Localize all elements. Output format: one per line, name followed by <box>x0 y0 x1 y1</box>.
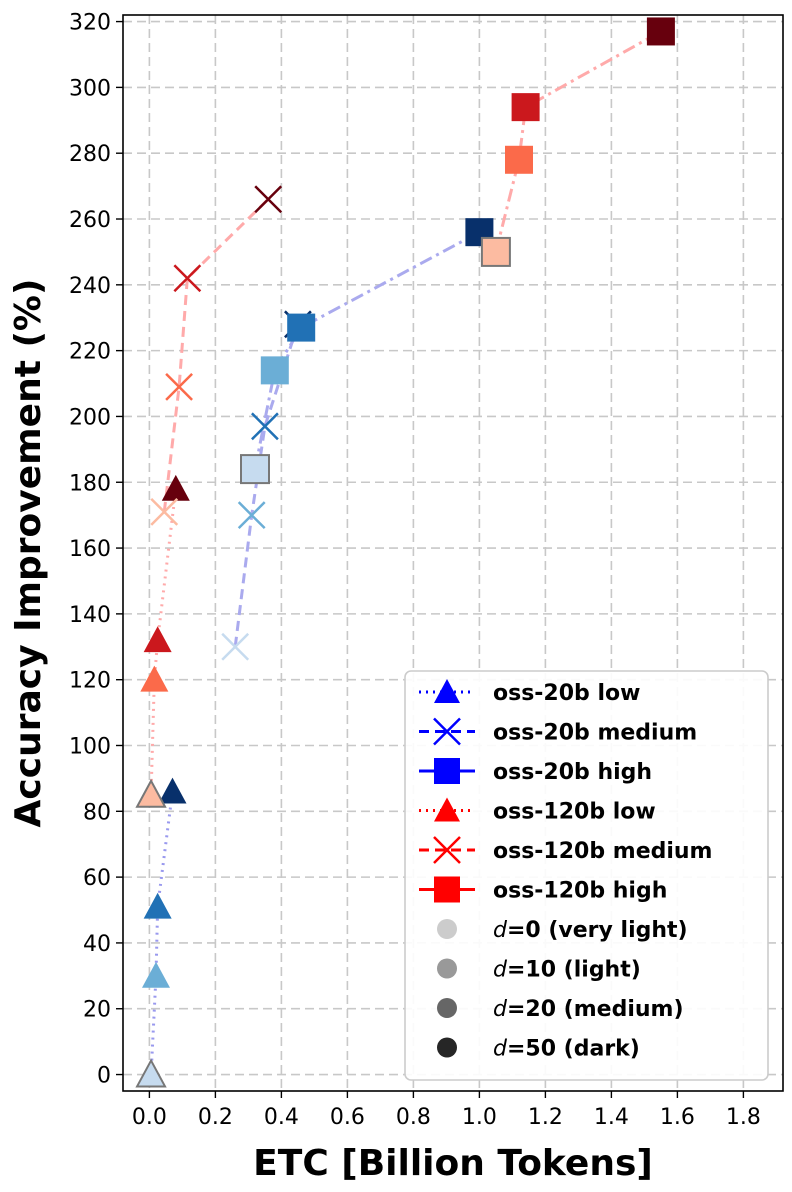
data-point-oss-20b-high-d20 <box>287 313 316 342</box>
x-tick-label: 1.2 <box>528 1105 563 1130</box>
legend-marker-x <box>433 717 461 746</box>
legend-label: oss-120b low <box>493 800 656 825</box>
legend-marker-square <box>434 758 460 784</box>
data-point-oss-120b-low-d50 <box>161 474 190 501</box>
legend-depth-variable: d <box>493 1037 508 1062</box>
data-point-oss-20b-low-d20 <box>143 892 172 919</box>
y-tick-label: 120 <box>69 669 111 694</box>
y-tick-label: 300 <box>69 76 111 101</box>
series-line-oss-120b-low <box>149 488 178 795</box>
y-tick-label: 200 <box>69 405 111 430</box>
y-tick-label: 320 <box>69 11 111 36</box>
legend-label: oss-20b low <box>493 681 640 706</box>
y-tick-label: 140 <box>69 603 111 628</box>
y-tick-label: 220 <box>69 340 111 365</box>
data-point-oss-20b-high-d10 <box>260 356 289 385</box>
series-line-oss-20b-high <box>253 230 481 470</box>
y-tick-label: 280 <box>69 142 111 167</box>
legend-marker-triangle <box>434 679 460 704</box>
y-tick-label: 160 <box>69 537 111 562</box>
legend-label: oss-20b medium <box>493 721 697 746</box>
plot-frame <box>122 14 784 1092</box>
legend-label: oss-120b medium <box>493 839 712 864</box>
data-point-oss-120b-high-d50 <box>646 17 675 46</box>
y-tick-label: 40 <box>83 932 111 957</box>
legend-depth-label: d=10 (light) <box>493 958 641 983</box>
legend-marker-x <box>433 836 461 864</box>
legend-depth-swatch <box>437 958 457 979</box>
legend-depth-value: =0 (very light) <box>507 918 688 943</box>
data-point-oss-120b-medium-d0 <box>150 497 179 526</box>
legend-marker-square <box>434 876 460 903</box>
data-point-oss-20b-medium-d0 <box>221 632 250 661</box>
legend-depth-label: d=0 (very light) <box>493 918 688 943</box>
legend-depth-swatch <box>437 998 457 1018</box>
x-tick-label: 0.2 <box>198 1105 233 1130</box>
legend-depth-swatch <box>437 1037 457 1058</box>
legend-box <box>404 670 769 1081</box>
legend-depth-label: d=50 (dark) <box>493 1037 640 1062</box>
data-point-oss-120b-medium-d10 <box>165 372 193 401</box>
data-point-oss-120b-high-d0 <box>480 236 511 267</box>
legend-depth-value: =50 (dark) <box>507 1037 640 1062</box>
data-point-oss-120b-low-d0 <box>135 778 167 808</box>
x-tick-label: 1.4 <box>594 1105 629 1130</box>
y-axis-title: Accuracy Improvement (%) <box>8 279 49 828</box>
legend-depth-variable: d <box>493 997 508 1022</box>
legend-depth-value: =20 (medium) <box>507 997 684 1022</box>
y-tick-label: 80 <box>83 800 111 825</box>
x-tick-label: 1.0 <box>462 1105 497 1130</box>
x-axis-title: ETC [Billion Tokens] <box>253 1143 653 1184</box>
y-tick-label: 20 <box>83 998 111 1023</box>
y-tick-label: 60 <box>83 866 111 891</box>
data-point-oss-20b-low-d0 <box>135 1058 167 1088</box>
legend-label: oss-20b high <box>493 760 652 785</box>
legend-depth-swatch <box>437 919 457 939</box>
data-point-oss-120b-low-d20 <box>143 626 172 653</box>
data-point-oss-20b-low-d10 <box>142 961 170 988</box>
x-tick-label: 0.6 <box>330 1105 365 1130</box>
data-point-oss-120b-high-d20 <box>511 93 540 122</box>
x-tick-label: 0.8 <box>396 1105 431 1130</box>
data-point-oss-120b-high-d10 <box>505 145 533 174</box>
legend-label: oss-120b high <box>493 879 667 904</box>
y-tick-label: 180 <box>69 471 111 496</box>
data-point-oss-120b-low-d10 <box>140 665 169 692</box>
data-point-oss-120b-medium-d20 <box>173 264 202 293</box>
x-tick-label: 0.0 <box>132 1105 167 1130</box>
y-tick-label: 260 <box>69 208 111 233</box>
data-point-oss-20b-high-d0 <box>240 454 270 485</box>
series-line-oss-20b-low <box>149 791 174 1075</box>
x-tick-label: 1.6 <box>660 1105 695 1130</box>
x-tick-label: 1.8 <box>726 1105 761 1130</box>
legend-depth-value: =10 (light) <box>507 958 641 983</box>
x-tick-label: 0.4 <box>264 1105 299 1130</box>
data-point-oss-120b-medium-d50 <box>254 185 283 214</box>
legend-depth-variable: d <box>493 958 508 983</box>
axis-ticks: 0.0 0.2 0.4 0.6 0.8 1.0 1.2 1.4 1.6 1.8 0 20 40 60 80 1… <box>69 11 761 1130</box>
data-point-oss-20b-medium-d10 <box>237 501 266 530</box>
legend-depth-label: d=20 (medium) <box>493 997 684 1022</box>
legend-marker-triangle <box>434 797 460 822</box>
legend-depth-variable: d <box>493 918 508 943</box>
legend: oss-20b low oss-20b medium oss-20b high oss… <box>404 670 769 1081</box>
y-tick-label: 0 <box>97 1064 111 1089</box>
data-point-oss-20b-medium-d20 <box>251 412 279 441</box>
data-point-oss-20b-low-d50 <box>158 777 187 804</box>
y-tick-label: 240 <box>69 274 111 299</box>
series-markers <box>135 17 675 1088</box>
y-tick-label: 100 <box>69 734 111 759</box>
series-line-oss-120b-medium <box>162 198 270 513</box>
